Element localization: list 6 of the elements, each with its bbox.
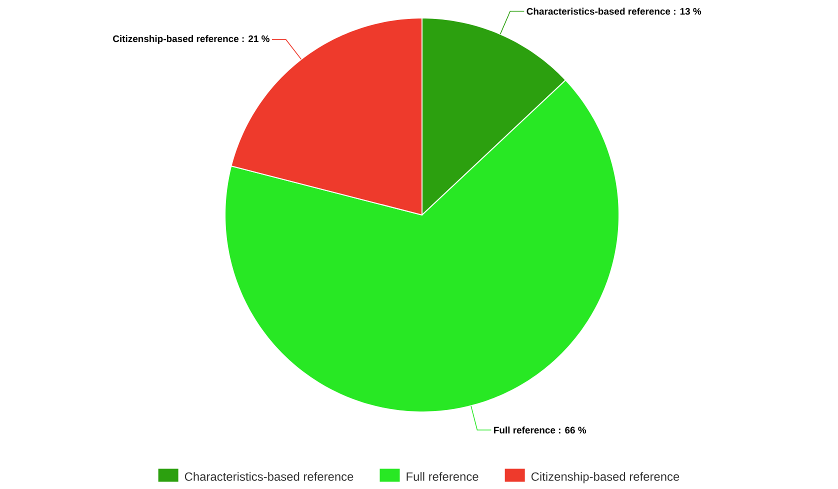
- legend-label: Characteristics-based reference: [184, 472, 354, 481]
- data-label: Full reference : 66 %: [494, 426, 586, 434]
- data-label: Citizenship-based reference : 21 %: [113, 35, 270, 44]
- data-label: Characteristics-based reference : 13 %: [526, 8, 702, 15]
- legend-label: Citizenship-based reference: [531, 472, 680, 484]
- legend-label: Full reference: [406, 472, 478, 481]
